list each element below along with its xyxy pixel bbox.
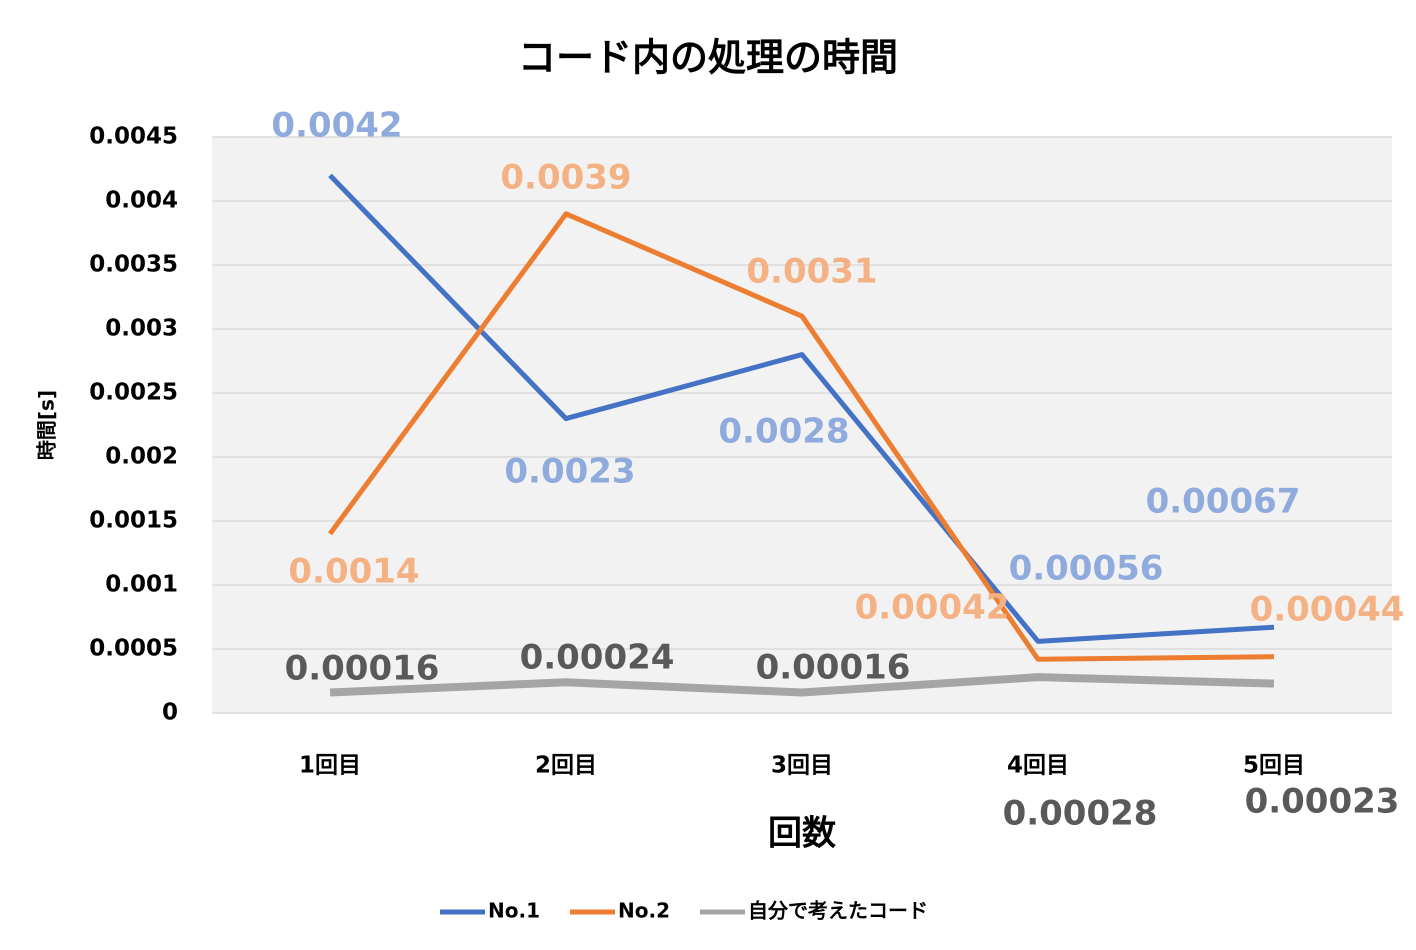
- data-label: 0.00044: [1250, 590, 1405, 630]
- y-tick-label: 0.0035: [89, 252, 178, 278]
- x-tick-label: 4回目: [1007, 753, 1069, 779]
- y-tick-label: 0.002: [105, 444, 178, 470]
- data-label: 0.00016: [756, 648, 911, 688]
- data-label: 0.00056: [1009, 549, 1164, 589]
- data-label: 0.00067: [1146, 482, 1301, 522]
- data-label: 0.00028: [1003, 794, 1158, 834]
- data-label: 0.0031: [746, 252, 877, 292]
- data-label: 0.0028: [718, 412, 849, 452]
- data-label: 0.0042: [271, 106, 402, 146]
- x-tick-label: 3回目: [771, 753, 833, 779]
- series-line: [328, 173, 1275, 644]
- data-label: 0.00023: [1245, 782, 1400, 822]
- y-axis-title: 時間[s]: [35, 390, 59, 460]
- y-tick-label: 0.004: [105, 188, 178, 214]
- y-tick-label: 0.0045: [89, 124, 178, 150]
- legend-label: 自分で考えたコード: [748, 899, 928, 923]
- y-tick-label: 0.001: [105, 572, 178, 598]
- series-line: [327, 211, 1275, 662]
- y-tick-label: 0.003: [105, 316, 178, 342]
- x-tick-label: 2回目: [535, 753, 597, 779]
- x-tick-label: 5回目: [1243, 753, 1305, 779]
- data-label: 0.00024: [520, 638, 675, 678]
- y-tick-label: 0.0015: [89, 508, 178, 534]
- y-tick-label: 0.0005: [89, 636, 178, 662]
- data-label: 0.0014: [288, 552, 419, 592]
- legend-label: No.1: [488, 899, 540, 923]
- data-label: 0.00016: [285, 649, 440, 689]
- x-axis-title: 回数: [768, 814, 836, 854]
- data-label: 0.00042: [855, 588, 1010, 628]
- series-line: [329, 673, 1275, 697]
- data-label: 0.0023: [504, 452, 635, 492]
- legend-label: No.2: [618, 899, 670, 923]
- x-tick-label: 1回目: [299, 753, 361, 779]
- data-label: 0.0039: [500, 158, 631, 198]
- y-tick-label: 0.0025: [89, 380, 178, 406]
- y-tick-label: 0: [162, 700, 178, 726]
- chart-title: コード内の処理の時間: [518, 36, 898, 80]
